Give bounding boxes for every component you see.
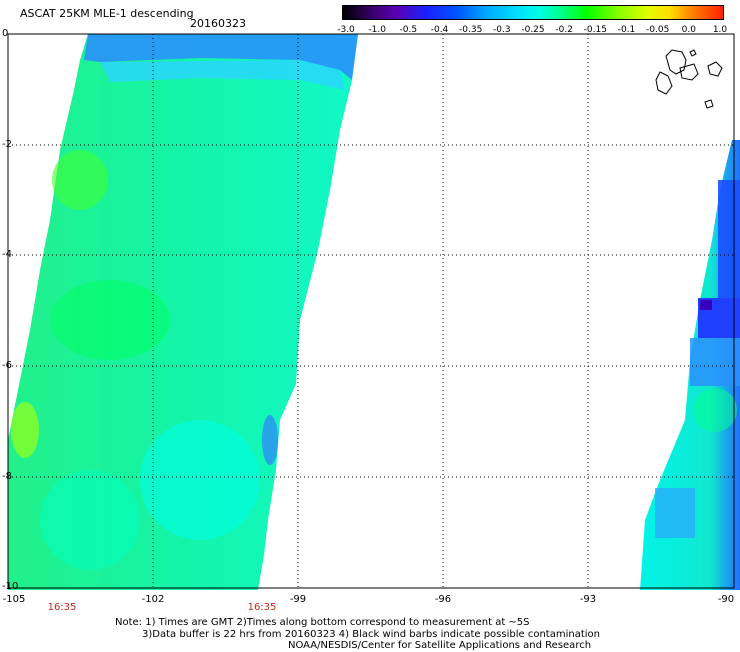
island-coastline bbox=[655, 49, 723, 109]
color-scale-label-0: -3.0 bbox=[337, 25, 355, 35]
time-label-1: 16:35 bbox=[247, 602, 277, 613]
right-swath bbox=[640, 140, 740, 590]
color-scale-label-6: -0.25 bbox=[521, 25, 545, 35]
map-title: ASCAT 25KM MLE-1 descending bbox=[20, 7, 194, 20]
x-label-3: -96 bbox=[434, 594, 452, 605]
color-scale-label-2: -0.5 bbox=[399, 25, 418, 35]
color-scale-label-10: -0.05 bbox=[646, 25, 670, 35]
y-label-3: -6 bbox=[2, 360, 12, 371]
color-scale-label-12: 1.0 bbox=[712, 25, 728, 35]
time-label-0: 16:35 bbox=[47, 602, 77, 613]
note-line-2: 3)Data buffer is 22 hrs from 20160323 4)… bbox=[142, 628, 600, 640]
left-swath bbox=[8, 34, 358, 590]
x-label-4: -93 bbox=[579, 594, 597, 605]
color-scale-label-9: -0.1 bbox=[617, 25, 636, 35]
color-scale-label-8: -0.15 bbox=[583, 25, 607, 35]
color-scale-label-7: -0.2 bbox=[555, 25, 573, 35]
x-label-0: -105 bbox=[2, 594, 26, 605]
note-line-3: NOAA/NESDIS/Center for Satellite Applica… bbox=[288, 640, 592, 651]
color-scale-label-1: -1.0 bbox=[368, 25, 386, 35]
x-label-1: -102 bbox=[141, 594, 165, 605]
x-label-5: -90 bbox=[717, 594, 735, 605]
note-line-1: Note: 1) Times are GMT 2)Times along bot… bbox=[115, 617, 530, 628]
color-scale-label-5: -0.3 bbox=[493, 25, 511, 35]
notes-block: Note: 1) Times are GMT 2)Times along bot… bbox=[115, 617, 600, 652]
x-label-2: -99 bbox=[289, 594, 307, 605]
color-scale-label-3: -0.4 bbox=[430, 25, 449, 35]
color-scale-bar bbox=[342, 5, 724, 20]
color-scale-label-11: 0.0 bbox=[681, 25, 696, 35]
y-label-0: 0 bbox=[2, 28, 9, 39]
y-label-5: -10 bbox=[2, 581, 19, 592]
color-scale-label-4: -0.35 bbox=[459, 25, 483, 35]
map-frame bbox=[7, 33, 735, 589]
y-label-2: -4 bbox=[2, 249, 12, 260]
map-date: 20160323 bbox=[190, 17, 246, 30]
y-label-4: -8 bbox=[2, 471, 12, 482]
y-label-1: -2 bbox=[2, 139, 12, 150]
